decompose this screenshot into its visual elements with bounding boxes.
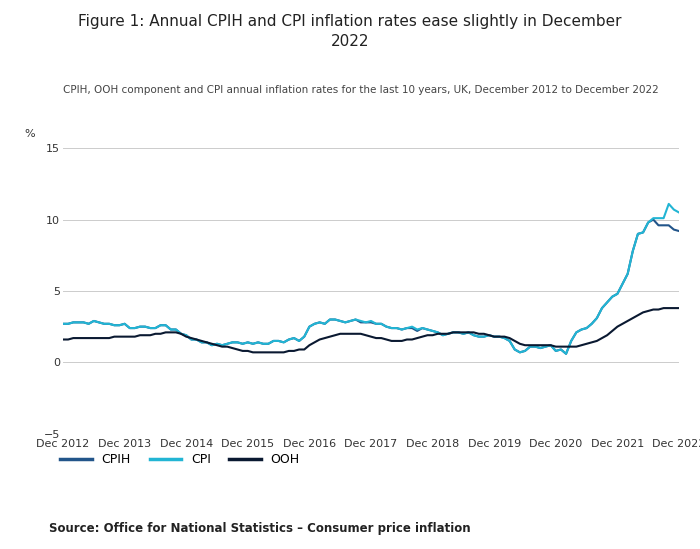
OOH	[659, 305, 668, 311]
Text: CPIH, OOH component and CPI annual inflation rates for the last 10 years, UK, De: CPIH, OOH component and CPI annual infla…	[63, 85, 659, 95]
OOH	[639, 309, 648, 316]
CPI	[321, 321, 329, 327]
CPIH	[649, 216, 657, 223]
CPIH	[444, 330, 452, 337]
Text: Source: Office for National Statistics – Consumer price inflation: Source: Office for National Statistics –…	[49, 522, 470, 535]
Legend: CPIH, CPI, OOH: CPIH, CPI, OOH	[55, 449, 304, 472]
CPI	[639, 229, 648, 236]
OOH	[202, 339, 211, 346]
CPIH	[562, 350, 570, 357]
CPI	[59, 321, 67, 327]
Text: Figure 1: Annual CPIH and CPI inflation rates ease slightly in December
2022: Figure 1: Annual CPIH and CPI inflation …	[78, 14, 622, 48]
CPIH	[321, 321, 329, 327]
OOH	[248, 349, 257, 356]
OOH	[480, 330, 488, 337]
CPIH	[475, 333, 483, 340]
CPIH	[120, 321, 129, 327]
OOH	[326, 333, 334, 340]
OOH	[59, 336, 67, 343]
CPI	[444, 330, 452, 337]
Line: CPIH: CPIH	[63, 220, 679, 354]
CPI	[675, 209, 683, 216]
CPIH	[59, 321, 67, 327]
Line: CPI: CPI	[63, 204, 679, 354]
CPIH	[675, 228, 683, 234]
CPI	[120, 321, 129, 327]
CPIH	[639, 229, 648, 236]
Text: %: %	[24, 129, 35, 139]
Line: OOH: OOH	[63, 308, 679, 352]
CPI	[475, 333, 483, 340]
CPI	[202, 339, 211, 346]
OOH	[675, 305, 683, 311]
CPI	[562, 350, 570, 357]
OOH	[449, 329, 457, 335]
CPIH	[202, 339, 211, 346]
CPI	[664, 200, 673, 207]
OOH	[120, 333, 129, 340]
